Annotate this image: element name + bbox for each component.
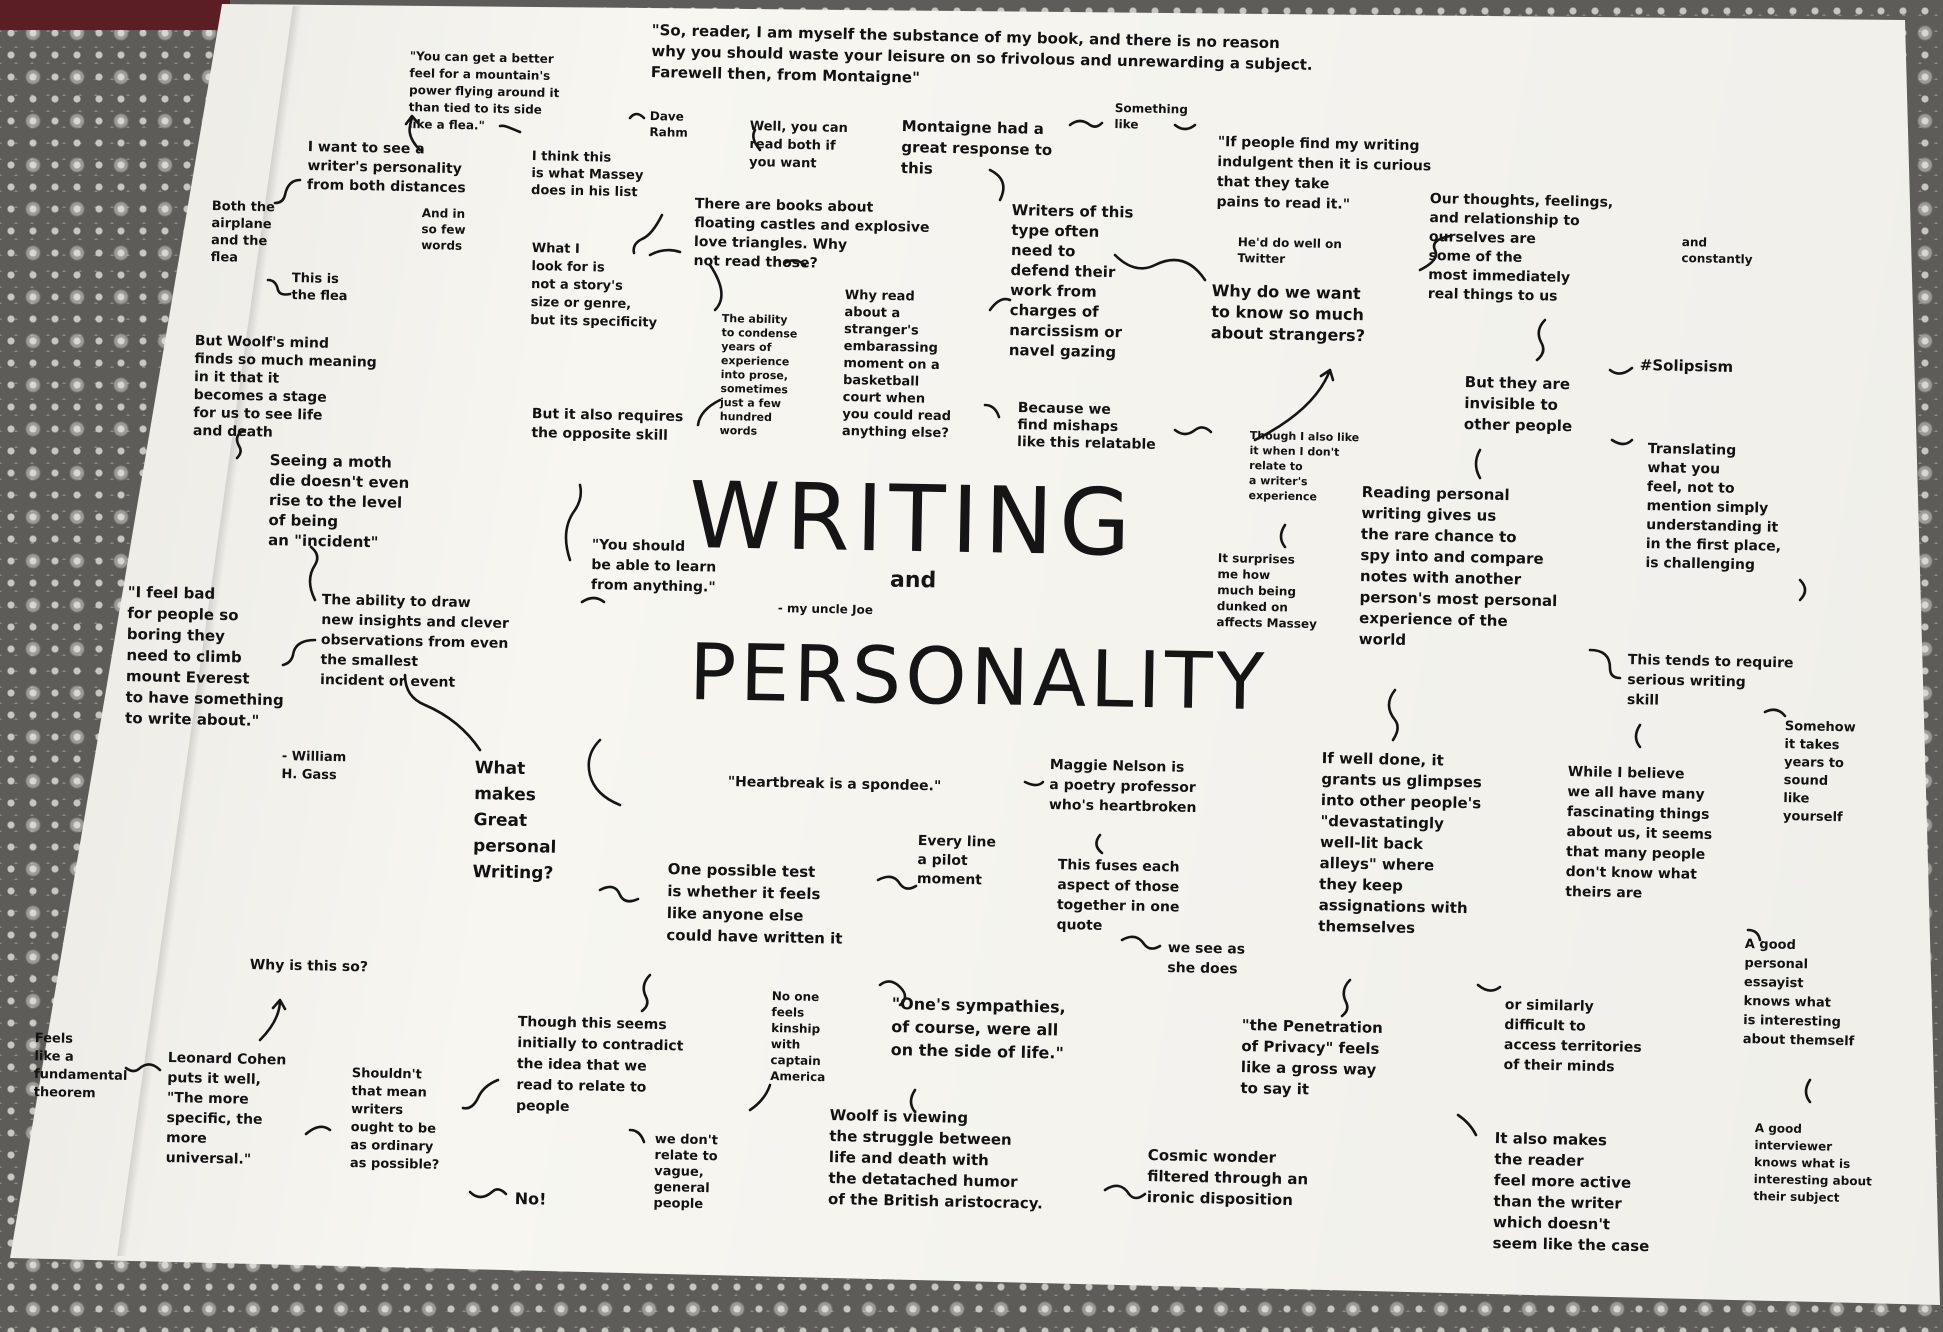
arrow-great-test xyxy=(598,885,640,903)
arrow-massey-to-flea xyxy=(498,124,522,134)
arrow-mishaps-dont xyxy=(1173,426,1213,436)
arrow-test-contradict xyxy=(640,973,652,1013)
tablecloth-edge xyxy=(0,0,230,30)
arrow-mountain-to-personality xyxy=(404,114,422,152)
arrow-dont-to-strangers xyxy=(1253,368,1335,442)
arrow-essayist-interviewer xyxy=(1804,1078,1812,1104)
arrow-woolf-cosmic xyxy=(1103,1184,1147,1200)
arrow-moth-up xyxy=(308,545,319,602)
arrow-great-ability xyxy=(403,673,482,752)
arrow-montaigne-up xyxy=(1068,119,1104,128)
arrow-translating-down xyxy=(1798,578,1807,602)
arrow-something-like xyxy=(1173,123,1197,131)
arrow-cohen-ordinary xyxy=(461,1078,500,1110)
arrow-cohen-fundamental xyxy=(124,1063,162,1073)
arrow-test-pilot xyxy=(876,875,918,890)
arrow-invisible-reading xyxy=(1474,448,1482,480)
arrow-dave-rahm xyxy=(628,112,646,120)
arrow-defend-why-read xyxy=(988,297,1012,312)
arrow-mishaps xyxy=(983,403,1001,419)
arrow-opposite-up xyxy=(564,483,583,562)
arrow-castles-down xyxy=(632,213,664,255)
arrow-airplane-to-flea xyxy=(266,278,292,296)
arrow-spondee xyxy=(1023,780,1045,787)
arrow-serious-fascinating xyxy=(1634,723,1642,749)
arrow-serious-sound xyxy=(1763,708,1787,718)
arrow-strangers-defend xyxy=(1113,253,1207,282)
arrow-thoughts-invisible xyxy=(1535,318,1547,362)
arrow-contradict-vague xyxy=(628,1128,646,1144)
arrow-montaigne-down xyxy=(988,168,1005,202)
arrow-fascinating-essayist xyxy=(1746,928,1762,942)
arrow-great-up xyxy=(587,738,622,807)
arrow-reading-glimpses xyxy=(1387,688,1399,742)
arrow-dont-dunked xyxy=(1279,523,1287,549)
arrow-sympathies-woolf xyxy=(909,1088,917,1114)
arrow-woolf-mind xyxy=(235,428,247,460)
arrow-look-for xyxy=(708,263,723,312)
arrow-maggie-fuses xyxy=(1095,833,1104,855)
arrow-glimpses-access xyxy=(1476,983,1502,992)
arrow-glimpses-penetration xyxy=(1340,978,1352,1018)
arrow-reading-serious xyxy=(1588,648,1622,680)
arrow-personality-to-airplane xyxy=(273,178,302,205)
arrow-penetration-reader xyxy=(1456,1113,1478,1137)
arrow-skill-condense xyxy=(696,398,722,427)
arrow-cohen-why-so xyxy=(258,998,287,1042)
arrow-contradict-kinship xyxy=(748,1083,772,1112)
arrow-cohen-specific xyxy=(304,1125,332,1136)
arrow-test-sympathies xyxy=(878,980,907,1007)
arrow-castles xyxy=(648,248,682,257)
arrow-ability-everest xyxy=(281,638,317,667)
arrow-strangers-thoughts xyxy=(1418,234,1452,272)
arrow-fuses-she xyxy=(1120,935,1162,950)
arrow-read-both xyxy=(752,128,762,152)
arrow-ability-learn xyxy=(580,596,606,604)
arrow-invisible-translating xyxy=(1610,438,1634,446)
arrow-why-read xyxy=(783,259,807,267)
arrow-solipsism xyxy=(1608,366,1634,375)
arrow-ordinary-no xyxy=(468,1188,508,1199)
